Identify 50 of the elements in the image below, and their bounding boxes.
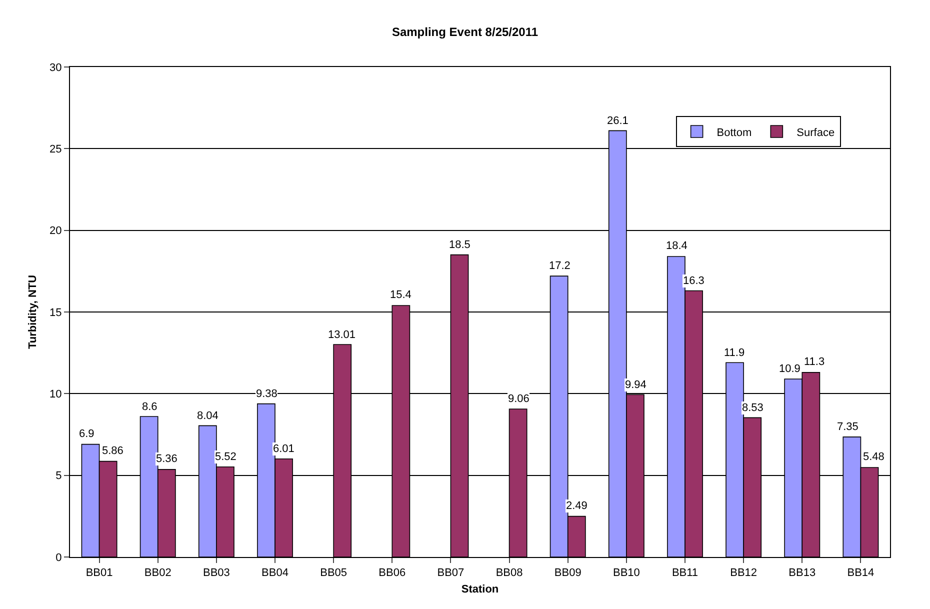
legend-label: Surface	[796, 126, 835, 139]
data-label: 9.94	[625, 379, 646, 391]
data-label: 8.04	[197, 410, 218, 422]
y-axis-title: Turbidity, NTU	[27, 274, 40, 350]
data-label: 7.35	[837, 421, 858, 433]
x-tick-label: BB01	[86, 567, 113, 580]
x-tick-label: BB09	[554, 567, 582, 580]
x-tick-label: BB12	[730, 567, 758, 580]
x-tick-label: BB07	[437, 567, 464, 580]
data-label: 11.3	[804, 356, 825, 368]
data-label: 5.48	[863, 451, 884, 463]
x-tick-label: BB14	[847, 567, 874, 580]
chart-title: Sampling Event 8/25/2011	[392, 24, 538, 39]
data-label: 18.4	[666, 240, 688, 252]
data-label: 13.01	[328, 329, 356, 341]
data-label: 15.4	[390, 289, 412, 301]
data-label: 16.3	[683, 275, 704, 287]
data-label: 10.9	[779, 363, 800, 375]
y-tick-label: 15	[50, 306, 62, 319]
y-tick-label: 30	[50, 62, 62, 74]
data-label: 9.06	[508, 393, 530, 405]
data-label: 6.9	[79, 428, 94, 440]
data-label: 5.36	[156, 453, 178, 465]
y-tick-label: 25	[50, 144, 62, 156]
x-tick-label: BB03	[202, 567, 230, 580]
y-tick-label: 5	[56, 470, 62, 482]
y-tick-label: 20	[50, 225, 62, 238]
data-label: 18.5	[449, 239, 470, 251]
y-tick-label: 0	[56, 552, 62, 564]
data-label: 8.6	[142, 401, 158, 413]
x-tick-label: BB13	[788, 567, 816, 580]
x-tick-label: BB08	[496, 567, 523, 580]
data-label: 11.9	[724, 347, 745, 359]
x-tick-label: BB04	[262, 567, 288, 580]
data-label: 5.86	[102, 445, 124, 457]
legend-label: Bottom	[716, 126, 752, 139]
x-tick-label: BB06	[378, 567, 406, 580]
data-label: 2.49	[566, 500, 588, 512]
data-label: 6.01	[273, 443, 294, 455]
data-label: 26.1	[607, 115, 628, 127]
x-axis-title: Station	[461, 583, 499, 596]
x-tick-label: BB11	[672, 567, 698, 580]
data-label: 5.52	[215, 451, 236, 463]
x-tick-label: BB05	[320, 567, 348, 580]
data-label: 17.2	[549, 260, 570, 272]
x-tick-label: BB10	[612, 567, 640, 580]
y-tick-label: 10	[50, 388, 62, 401]
data-label: 8.53	[742, 402, 764, 414]
x-tick-label: BB02	[144, 567, 172, 580]
data-label: 9.38	[256, 388, 278, 400]
